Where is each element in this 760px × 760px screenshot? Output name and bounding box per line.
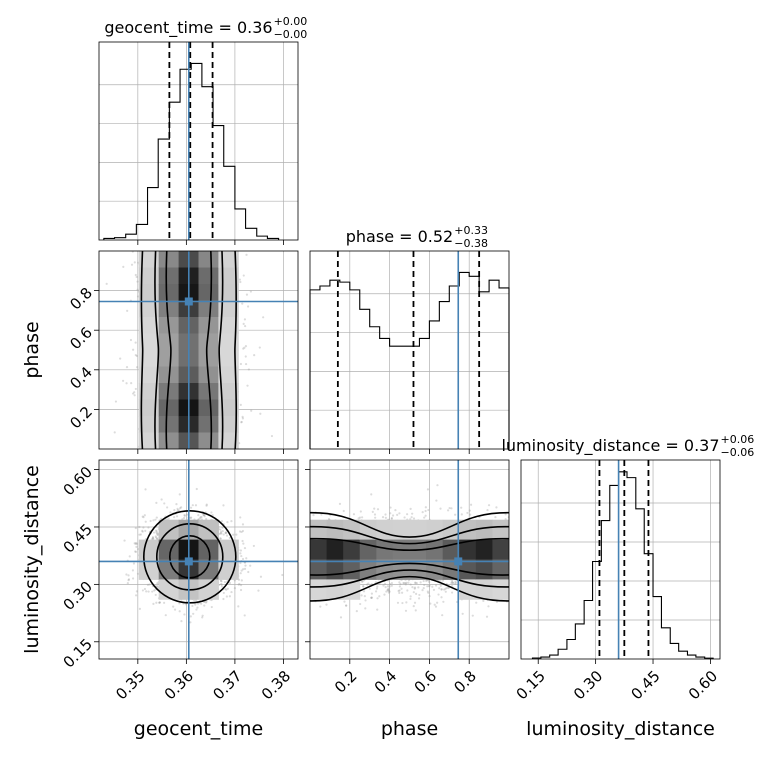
geocent_time-1d-title-minus: −0.00 [274,28,308,41]
phase-vs-luminosity_distance-contour-1 [310,525,509,588]
xlabel-phase: phase [381,718,438,740]
xlabel-geocent_time: geocent_time [134,718,263,740]
phase-vs-luminosity_distance-xtick-label-3: 0.8 [450,667,480,697]
geocent_time-vs-luminosity_distance-contour-0 [142,510,237,604]
geocent_time-vs-phase-contour-2 [165,251,213,449]
luminosity_distance-1d-xtick-label-2: 0.45 [627,667,663,703]
phase-1d-title-main: phase = 0.52 [346,227,453,246]
luminosity_distance-1d-title-main: luminosity_distance = 0.37 [501,436,719,456]
phase-vs-luminosity_distance-density [310,484,509,619]
geocent_time-vs-luminosity_distance-density [123,487,284,624]
geocent_time-vs-luminosity_distance-ytick-label-1: 0.30 [60,578,96,614]
luminosity_distance-1d-xtick-label-1: 0.30 [570,667,606,703]
geocent_time-vs-phase-ytick-label-2: 0.6 [66,323,96,353]
geocent_time-vs-luminosity_distance-xtick-label-1: 0.36 [161,667,197,703]
phase-vs-luminosity_distance-contour-2 [310,537,509,576]
geocent_time-vs-phase-contour-1 [154,251,224,449]
geocent_time-1d-title-main: geocent_time = 0.36 [104,18,272,38]
geocent_time-vs-luminosity_distance-ytick-label-2: 0.45 [60,520,96,556]
phase-vs-luminosity_distance-frame [309,459,510,660]
ylabel-phase: phase [21,321,43,378]
geocent_time-vs-phase-ytick-label-0: 0.2 [66,403,96,433]
geocent_time-1d-title: geocent_time = 0.36 +0.00−0.00 [104,15,307,41]
phase-1d-title-plus: +0.33 [454,224,488,237]
geocent_time-vs-luminosity_distance-truth-marker [184,557,193,566]
phase-vs-luminosity_distance-truth-marker [454,557,463,566]
geocent_time-vs-luminosity_distance-xtick-label-2: 0.37 [209,667,245,703]
geocent_time-vs-phase-ytick-label-3: 0.8 [66,284,96,314]
phase-vs-luminosity_distance-xtick-label-1: 0.4 [371,667,401,697]
geocent_time-vs-phase-contour-0 [140,251,238,449]
phase-1d-frame [309,250,510,450]
geocent_time-1d-frame [98,41,299,241]
geocent_time-vs-luminosity_distance-ytick-label-0: 0.15 [60,635,96,671]
luminosity_distance-1d-xtick-label-0: 0.15 [513,667,549,703]
luminosity_distance-1d-frame [520,459,721,660]
geocent_time-1d-hist [103,62,280,240]
geocent_time-vs-phase-truth-marker [184,297,193,306]
luminosity_distance-1d-title-minus: −0.06 [721,446,755,459]
geocent_time-vs-luminosity_distance-contour-1 [155,523,224,591]
luminosity_distance-1d-hist [531,471,714,659]
phase-1d-title: phase = 0.52 +0.33−0.38 [346,224,488,250]
geocent_time-vs-luminosity_distance-xtick-label-3: 0.38 [258,667,294,703]
luminosity_distance-1d-title-plus: +0.06 [721,433,755,446]
ylabel-luminosity_distance: luminosity_distance [21,465,43,654]
geocent_time-vs-phase-ytick-label-1: 0.4 [66,363,96,393]
geocent_time-vs-phase-frame [98,250,299,450]
luminosity_distance-1d-xtick-label-3: 0.60 [685,667,721,703]
geocent_time-vs-luminosity_distance-ytick-label-3: 0.60 [60,463,96,499]
geocent_time-vs-luminosity_distance-xtick-label-0: 0.35 [112,667,148,703]
luminosity_distance-1d-title: luminosity_distance = 0.37 +0.06−0.06 [501,433,754,459]
phase-1d-title-minus: −0.38 [454,237,488,250]
geocent_time-vs-luminosity_distance-contour-2 [168,535,211,579]
phase-vs-luminosity_distance-xtick-label-2: 0.6 [411,667,441,697]
phase-vs-luminosity_distance-contour-0 [310,512,509,602]
phase-vs-luminosity_distance-xtick-label-0: 0.2 [331,667,361,697]
geocent_time-1d-title-plus: +0.00 [274,15,308,28]
geocent_time-vs-luminosity_distance-frame [98,459,299,660]
xlabel-luminosity_distance: luminosity_distance [526,718,715,740]
